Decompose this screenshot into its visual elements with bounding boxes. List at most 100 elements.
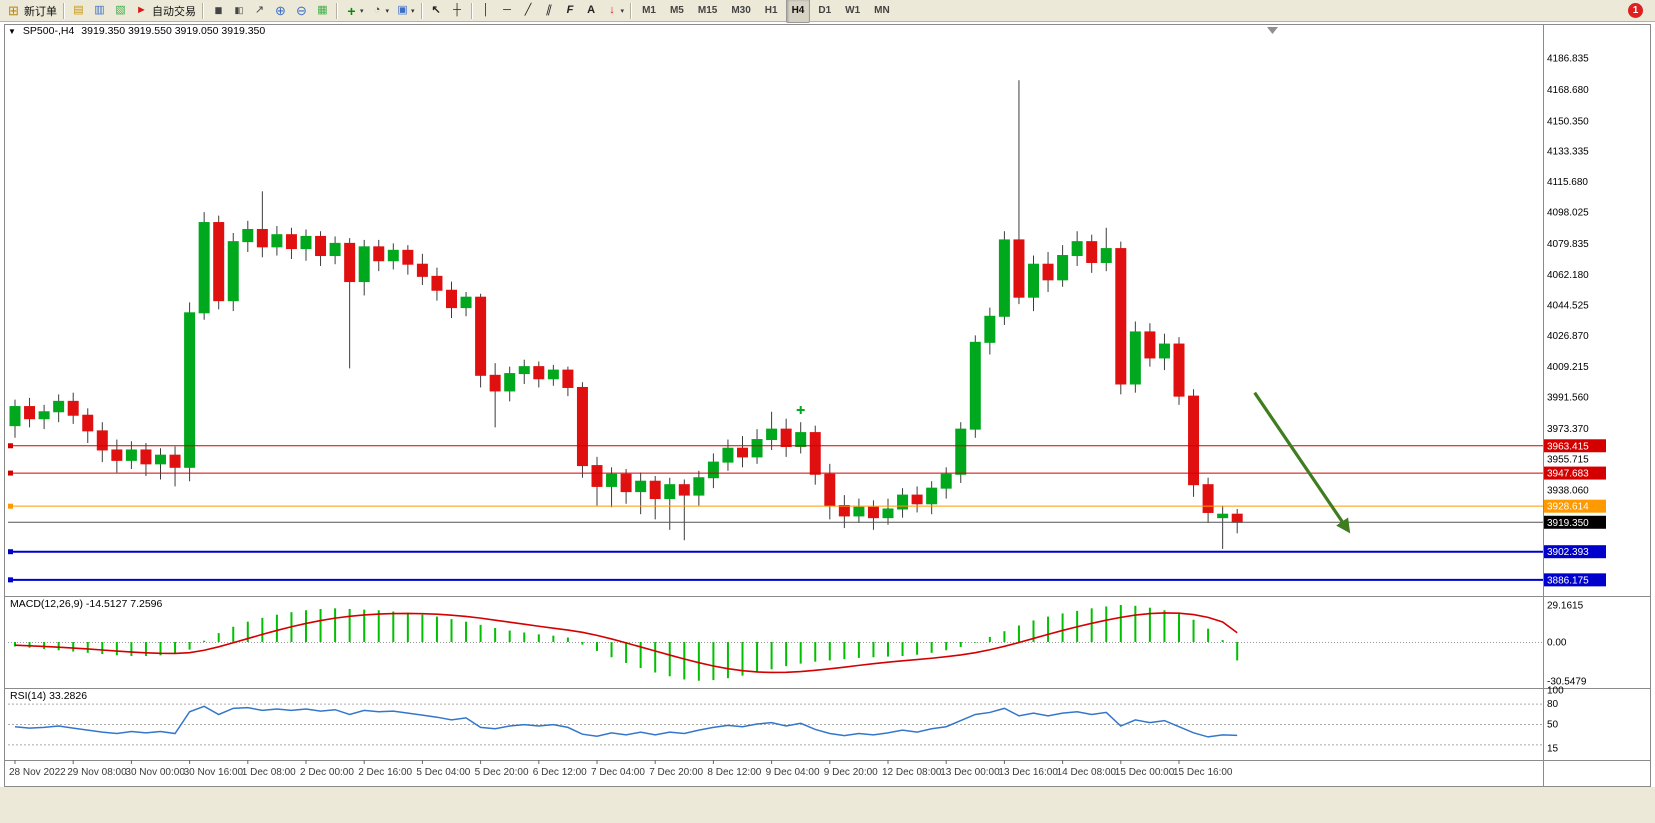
zoom-out-button[interactable]	[292, 1, 311, 20]
time-label: 15 Dec 16:00	[1173, 767, 1233, 778]
clock-icon	[370, 3, 385, 18]
timeframe-button-m30[interactable]: M30	[731, 5, 751, 16]
candle	[926, 487, 938, 505]
arrows-button[interactable]: ▾	[603, 1, 627, 20]
horizontal-line-object[interactable]: 3886.175	[8, 573, 1606, 587]
candle	[96, 430, 108, 451]
market-watch-icon	[71, 3, 86, 18]
ohlc-values: 3919.350 3919.550 3919.050 3919.350	[81, 25, 266, 37]
price-tag-label: 3928.614	[1547, 502, 1589, 513]
line-chart-button[interactable]	[250, 1, 269, 20]
axis-label: 100	[1547, 686, 1564, 697]
new-order-button[interactable]: 新订单	[4, 1, 59, 20]
arrow-object[interactable]	[1253, 391, 1351, 534]
candle	[431, 275, 443, 291]
market-watch-button[interactable]	[69, 1, 88, 20]
candle	[416, 263, 428, 277]
zoom-out-icon	[294, 3, 309, 18]
candle	[897, 494, 909, 510]
timeframe-button-m5[interactable]: M5	[669, 5, 684, 16]
fibonacci-button[interactable]	[561, 1, 580, 20]
timeframe-button-d1[interactable]: D1	[818, 5, 832, 16]
candle	[969, 341, 981, 430]
zoom-in-button[interactable]	[271, 1, 290, 20]
price-tag-label: 3963.415	[1547, 441, 1589, 452]
cursor-button[interactable]	[427, 1, 446, 20]
zoom-in-icon	[273, 3, 288, 18]
price-tag-label: 3886.175	[1547, 575, 1589, 586]
data-window-button[interactable]	[90, 1, 109, 20]
candle	[737, 447, 748, 458]
indicators-button[interactable]: ▾	[342, 1, 366, 20]
candle	[475, 296, 487, 376]
horizontal-line-button[interactable]	[498, 1, 517, 20]
periods-button[interactable]: ▾	[368, 1, 392, 20]
candle	[678, 484, 690, 496]
timeframe-button-w1[interactable]: W1	[845, 5, 861, 16]
crosshair-button[interactable]	[448, 1, 467, 20]
time-label: 6 Dec 12:00	[533, 767, 587, 778]
horizontal-line-object[interactable]: 3902.393	[8, 545, 1606, 559]
time-label: 5 Dec 20:00	[475, 767, 529, 778]
timeframe-button-mn[interactable]: MN	[874, 5, 890, 16]
horizontal-line-object[interactable]: 3963.415	[8, 439, 1606, 453]
channel-button[interactable]	[540, 1, 559, 20]
timeframe-button-m1[interactable]: M1	[642, 5, 656, 16]
tile-windows-button[interactable]	[313, 1, 332, 20]
bar-chart-button[interactable]	[208, 1, 227, 20]
new-order-icon	[6, 3, 21, 18]
candle	[664, 484, 676, 500]
candle	[1188, 395, 1200, 486]
timeframe-button-h4[interactable]: H4	[785, 0, 811, 23]
chart-shift-marker[interactable]	[1267, 27, 1278, 34]
caret-down-icon: ▾	[360, 7, 364, 15]
candle	[940, 473, 952, 489]
candle	[867, 506, 879, 519]
axis-label: 4044.525	[1547, 300, 1589, 311]
candle	[1042, 263, 1054, 281]
candle	[460, 296, 472, 309]
vertical-line-button[interactable]	[477, 1, 496, 20]
line-handle[interactable]	[8, 577, 13, 583]
arrow-tool-icon	[605, 3, 620, 18]
candle	[67, 400, 79, 416]
time-label: 9 Dec 04:00	[766, 767, 820, 778]
candle	[198, 222, 210, 314]
text-button[interactable]	[582, 1, 601, 20]
line-handle[interactable]	[8, 503, 13, 509]
time-label: 2 Dec 16:00	[358, 767, 412, 778]
horizontal-line-object[interactable]: 3947.683	[8, 466, 1606, 480]
templates-button[interactable]: ▾	[393, 1, 417, 20]
macd-label: MACD(12,26,9) -14.5127 7.2596	[10, 598, 163, 610]
line-handle[interactable]	[8, 443, 13, 449]
auto-trading-button[interactable]: 自动交易	[132, 1, 198, 20]
horizontal-line-object[interactable]: 3928.614	[8, 499, 1606, 513]
candle	[1100, 248, 1112, 263]
axis-label: -30.5479	[1547, 676, 1587, 687]
line-handle[interactable]	[8, 549, 13, 555]
toolbar-separator	[420, 2, 423, 19]
candle	[373, 246, 385, 262]
auto-trading-button-label: 自动交易	[152, 5, 196, 18]
macd-panel: 29.1615 0.00 -30.5479	[8, 600, 1587, 687]
toolbar-separator	[336, 2, 338, 19]
navigator-button[interactable]	[111, 1, 130, 20]
axis-label: 15	[1547, 743, 1559, 754]
rsi-line	[14, 705, 1238, 738]
time-label: 30 Nov 00:00	[125, 767, 185, 778]
chart-frame	[4, 24, 1651, 787]
symbol-dropdown-icon[interactable]: ▼	[8, 26, 16, 36]
timeframe-button-m15[interactable]: M15	[697, 5, 718, 16]
line-handle[interactable]	[8, 470, 13, 476]
time-label: 15 Dec 00:00	[1115, 767, 1175, 778]
timeframe-button-h1[interactable]: H1	[764, 5, 778, 16]
candle	[693, 477, 705, 496]
trendline-button[interactable]	[519, 1, 538, 20]
time-label: 29 Nov 08:00	[67, 767, 127, 778]
notification-badge[interactable]: 1	[1628, 3, 1643, 18]
toolbar-separator	[630, 2, 633, 19]
candles-chart-button[interactable]	[229, 1, 248, 20]
toolbar: 新订单 自动交易 ▾ ▾ ▾ ▾ M1 M5 M15 M30 H1 H4 D1 W1 MN	[0, 0, 1655, 23]
candle	[169, 454, 181, 468]
